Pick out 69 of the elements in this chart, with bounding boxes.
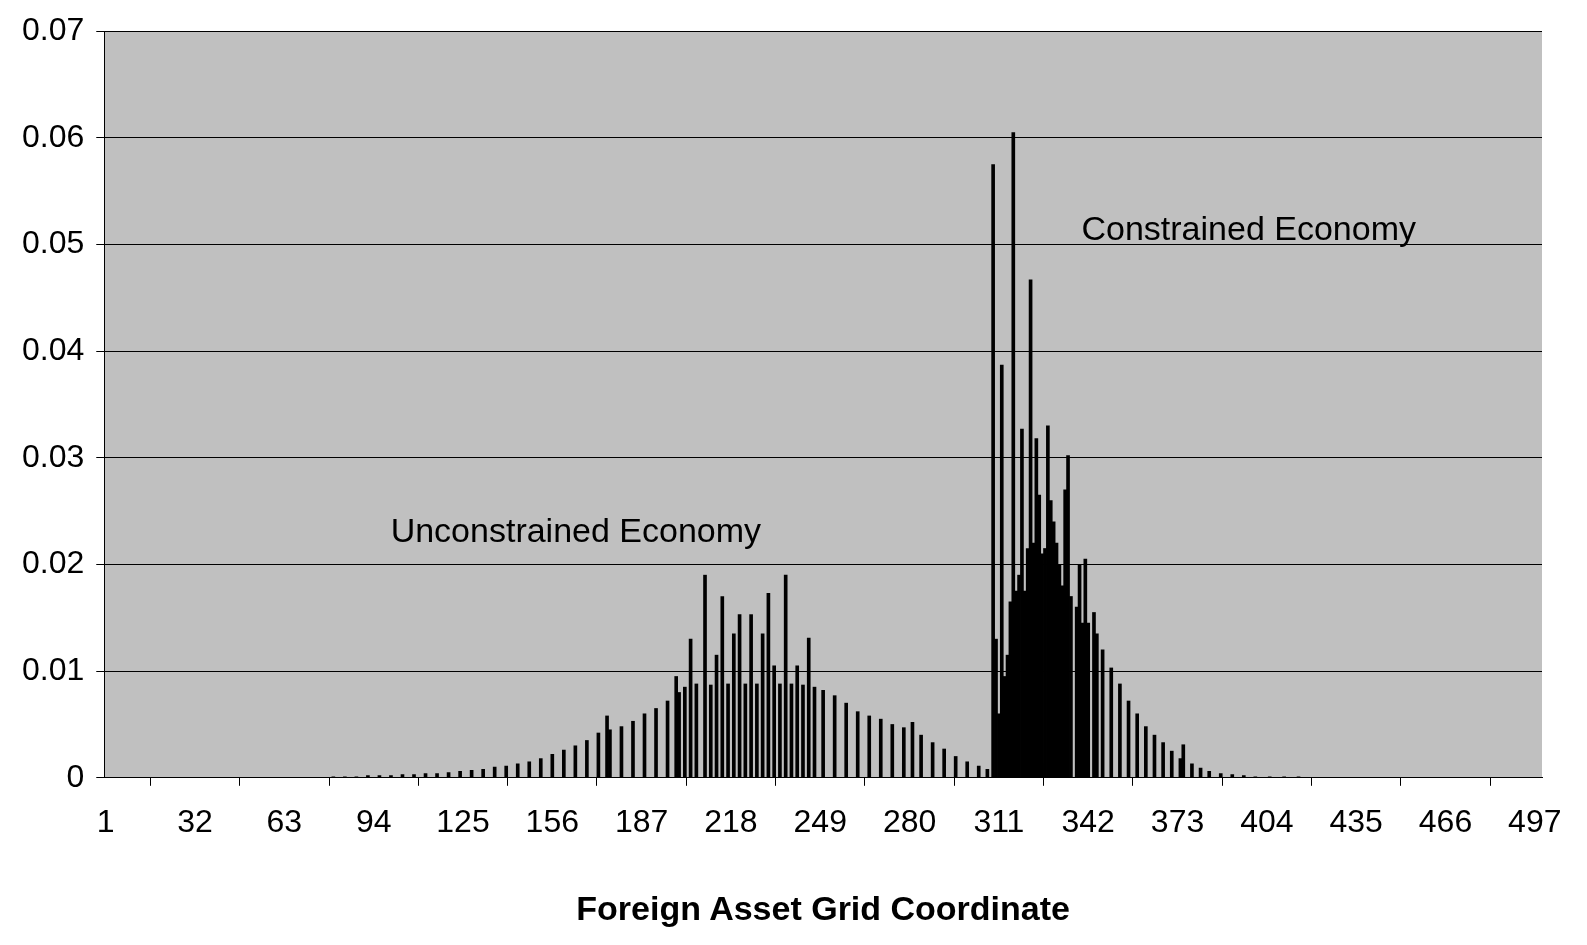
bar <box>855 711 860 778</box>
y-tick-label: 0.07 <box>22 11 85 48</box>
bar <box>1169 750 1174 778</box>
bar <box>726 683 730 778</box>
bar <box>976 765 981 778</box>
annotation: Constrained Economy <box>1081 208 1416 247</box>
x-tick-label: 435 <box>1329 802 1383 839</box>
x-tick-label: 187 <box>614 802 669 839</box>
bar <box>821 690 825 778</box>
x-tick-label: 32 <box>177 802 213 839</box>
x-tick-label: 125 <box>436 802 490 839</box>
bar <box>481 768 485 778</box>
x-tick-label: 342 <box>1061 802 1115 839</box>
bar <box>1181 744 1186 778</box>
x-tick-label: 94 <box>355 802 392 839</box>
x-tick-label: 373 <box>1150 802 1205 839</box>
bar <box>801 684 805 778</box>
bar <box>1144 726 1148 778</box>
bar <box>492 766 497 778</box>
x-tick-label: 1 <box>96 802 115 839</box>
bar <box>878 718 883 778</box>
bar <box>1241 775 1246 778</box>
bar <box>942 748 946 778</box>
bar <box>412 774 416 778</box>
y-tick-label: 0.01 <box>22 650 85 687</box>
bar <box>562 749 566 778</box>
bar <box>389 775 393 778</box>
bar <box>778 683 782 778</box>
y-tick-label: 0.03 <box>22 437 85 474</box>
x-tick-label: 404 <box>1240 802 1294 839</box>
bar <box>867 715 872 778</box>
bar <box>844 702 849 778</box>
bar <box>1135 713 1140 778</box>
bar <box>631 720 635 778</box>
y-tick-label: 0.02 <box>22 544 85 581</box>
bar <box>585 740 589 778</box>
x-tick-label: 249 <box>793 802 847 839</box>
bar <box>435 773 439 778</box>
bar <box>1230 774 1235 778</box>
bar <box>515 763 520 778</box>
bar <box>965 761 970 778</box>
y-tick-label: 0.05 <box>22 224 85 261</box>
bar <box>919 734 923 778</box>
annotation: Unconstrained Economy <box>390 511 762 550</box>
x-axis-title: Foreign Asset Grid Coordinate <box>576 888 1070 927</box>
x-tick-label: 156 <box>525 802 579 839</box>
bar <box>708 684 713 778</box>
bar <box>538 758 543 778</box>
bar <box>527 761 532 778</box>
bar <box>901 727 906 778</box>
bar <box>550 754 555 778</box>
y-tick-label: 0.04 <box>22 331 85 367</box>
bar <box>654 708 658 778</box>
bar <box>890 724 895 778</box>
bar <box>1118 683 1122 778</box>
bar <box>755 683 759 778</box>
x-tick-label: 311 <box>973 802 1025 839</box>
x-tick-label: 280 <box>882 802 937 839</box>
bar <box>1190 763 1194 778</box>
bar <box>366 775 370 778</box>
x-tick-label: 497 <box>1508 802 1562 839</box>
bar <box>1161 742 1165 778</box>
bar <box>458 771 462 778</box>
x-tick-label: 466 <box>1418 802 1473 839</box>
x-tick-label: 63 <box>266 802 303 839</box>
y-tick-label: 0.06 <box>22 117 85 154</box>
x-tick-label: 218 <box>704 802 758 839</box>
bar <box>1207 771 1212 778</box>
y-tick-label: 0 <box>66 757 85 794</box>
